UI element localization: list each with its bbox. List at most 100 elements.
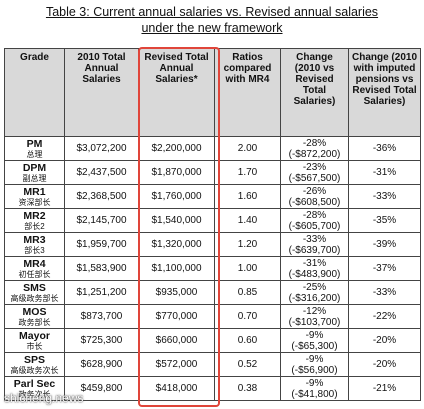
ratio: 1.20	[214, 232, 281, 257]
revised-salary: $418,000	[138, 376, 215, 401]
change-amount: (-$103,700)	[288, 316, 341, 328]
change-percent: -25%	[302, 281, 327, 293]
salary-2010: $1,251,200	[64, 280, 139, 305]
header-row: Grade 2010 Total Annual Salaries Revised T…	[4, 48, 421, 137]
grade: Mayor	[19, 329, 50, 342]
header-cell: Change (2010 with imputed pensions vs Re…	[348, 48, 421, 137]
title-line: under the new framework	[141, 21, 283, 35]
change-pension: -20%	[348, 328, 421, 353]
title-line: Table 3: Current annual salaries vs. Rev…	[45, 5, 379, 19]
salary-2010: $873,700	[64, 304, 139, 329]
grade-cell: PM 总理	[4, 136, 65, 161]
change-cell: -28% (-$872,200)	[280, 136, 349, 161]
header-cell: Change (2010 vs Revised Total Salaries)	[280, 48, 349, 137]
change-pension: -33%	[348, 184, 421, 209]
change-percent: -23%	[302, 161, 327, 173]
grade-chinese: 总理	[26, 149, 43, 159]
table-row: MR4 初任部长 $1,583,900 $1,100,000 1.00 -31% (-$48…	[4, 256, 421, 281]
change-cell: -9% (-$41,800)	[280, 376, 349, 401]
ratio: 0.70	[214, 304, 281, 329]
header-cell: 2010 Total Annual Salaries	[64, 48, 139, 137]
grade: MR1	[23, 185, 46, 198]
change-amount: (-$56,900)	[291, 364, 338, 376]
ratio: 1.40	[214, 208, 281, 233]
ratio: 2.00	[214, 136, 281, 161]
change-cell: -31% (-$483,900)	[280, 256, 349, 281]
change-pension: -33%	[348, 280, 421, 305]
table-row: DPM 副总理 $2,437,500 $1,870,000 1.70 -23% (-$567…	[4, 160, 421, 185]
grade-cell: Parl Sec 政务次长	[4, 376, 65, 401]
salary-2010: $1,583,900	[64, 256, 139, 281]
change-amount: (-$608,500)	[288, 196, 341, 208]
change-pension: -20%	[348, 352, 421, 377]
change-amount: (-$639,700)	[288, 244, 341, 256]
grade: MR4	[23, 257, 46, 270]
salary-2010: $2,437,500	[64, 160, 139, 185]
change-percent: -28%	[302, 209, 327, 221]
grade-chinese: 高级政务部长	[10, 293, 59, 303]
salary-2010: $3,072,200	[64, 136, 139, 161]
change-amount: (-$41,800)	[291, 388, 338, 400]
grade: Parl Sec	[13, 377, 56, 390]
change-pension: -36%	[348, 136, 421, 161]
ratio: 1.70	[214, 160, 281, 185]
change-amount: (-$605,700)	[288, 220, 341, 232]
grade-cell: SMS 高级政务部长	[4, 280, 65, 305]
grade-chinese: 资深部长	[18, 197, 51, 207]
change-pension: -37%	[348, 256, 421, 281]
grade-cell: MOS 政务部长	[4, 304, 65, 329]
salary-2010: $2,145,700	[64, 208, 139, 233]
salary-2010: $725,300	[64, 328, 139, 353]
change-pension: -21%	[348, 376, 421, 401]
change-cell: -23% (-$567,500)	[280, 160, 349, 185]
revised-salary: $770,000	[138, 304, 215, 329]
change-amount: (-$567,500)	[288, 172, 341, 184]
ratio: 0.85	[214, 280, 281, 305]
header-cell: Ratios compared with MR4	[214, 48, 281, 137]
change-percent: -9%	[305, 329, 324, 341]
change-percent: -31%	[302, 257, 327, 269]
grade-chinese: 高级政务次长	[10, 365, 59, 375]
header-cell: Revised Total Annual Salaries*	[138, 48, 215, 137]
change-amount: (-$872,200)	[288, 148, 341, 160]
change-pension: -35%	[348, 208, 421, 233]
salary-table: Grade 2010 Total Annual Salaries Revised T…	[4, 48, 421, 401]
change-percent: -28%	[302, 137, 327, 149]
grade-chinese: 政务次长	[18, 389, 51, 399]
grade-chinese: 部长2	[24, 221, 45, 231]
grade-chinese: 市长	[26, 341, 43, 351]
grade-cell: MR2 部长2	[4, 208, 65, 233]
change-pension: -39%	[348, 232, 421, 257]
change-cell: -28% (-$605,700)	[280, 208, 349, 233]
grade: MR3	[23, 233, 46, 246]
grade-chinese: 政务部长	[18, 317, 51, 327]
salary-2010: $628,900	[64, 352, 139, 377]
salary-2010: $2,368,500	[64, 184, 139, 209]
change-cell: -9% (-$65,300)	[280, 328, 349, 353]
ratio: 0.38	[214, 376, 281, 401]
grade-chinese: 初任部长	[18, 269, 51, 279]
grade-cell: MR4 初任部长	[4, 256, 65, 281]
ratio: 1.00	[214, 256, 281, 281]
grade-cell: SPS 高级政务次长	[4, 352, 65, 377]
change-cell: -12% (-$103,700)	[280, 304, 349, 329]
change-cell: -9% (-$56,900)	[280, 352, 349, 377]
ratio: 1.60	[214, 184, 281, 209]
table-row: MOS 政务部长 $873,700 $770,000 0.70 -12% (-$103,70…	[4, 304, 421, 329]
table-row: PM 总理 $3,072,200 $2,200,000 2.00 -28% (-$872,2…	[4, 136, 421, 161]
salary-2010: $1,959,700	[64, 232, 139, 257]
table-row: SPS 高级政务次长 $628,900 $572,000 0.52 -9% (-$56,90…	[4, 352, 421, 377]
change-amount: (-$65,300)	[291, 340, 338, 352]
table-body: PM 总理 $3,072,200 $2,200,000 2.00 -28% (-$872,2…	[4, 136, 421, 401]
ratio: 0.60	[214, 328, 281, 353]
change-cell: -25% (-$316,200)	[280, 280, 349, 305]
ratio: 0.52	[214, 352, 281, 377]
header-cell: Grade	[4, 48, 65, 137]
table-row: Parl Sec 政务次长 $459,800 $418,000 0.38 -9% (-$41…	[4, 376, 421, 401]
grade-cell: Mayor 市长	[4, 328, 65, 353]
grade-chinese: 副总理	[22, 173, 47, 183]
grade: PM	[26, 137, 43, 150]
table-row: MR3 部长3 $1,959,700 $1,320,000 1.20 -33% (-$639…	[4, 232, 421, 257]
table-row: SMS 高级政务部长 $1,251,200 $935,000 0.85 -25% (-$31…	[4, 280, 421, 305]
